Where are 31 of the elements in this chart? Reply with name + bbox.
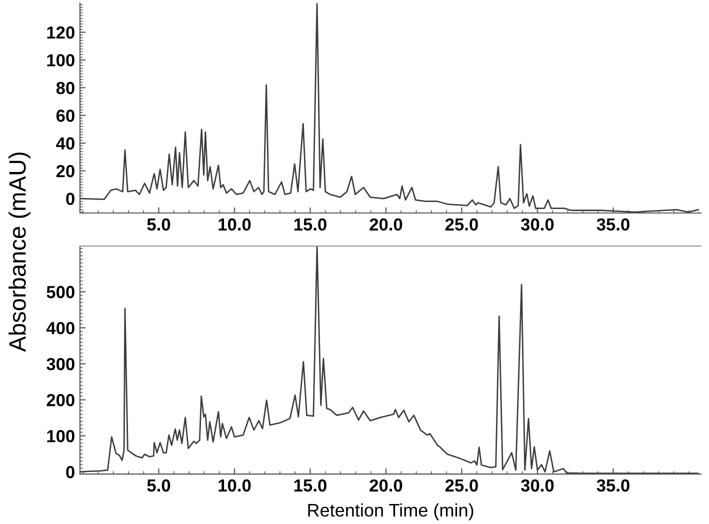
x-tick-label: 35.0 (596, 218, 630, 231)
y-tick-label: 400 (46, 322, 74, 334)
x-tick-label: 20.0 (370, 218, 402, 231)
x-tick-label: 30.0 (520, 479, 554, 492)
x-tick-label: 15.0 (294, 479, 326, 492)
line-series (80, 246, 699, 474)
x-tick-label: 10.0 (218, 479, 251, 492)
y-tick-label: 200 (46, 394, 74, 406)
y-tick-label: 0 (66, 466, 74, 478)
y-tick-label: 100 (47, 54, 74, 66)
y-tick-label: 40 (56, 137, 74, 150)
y-tick-label: 80 (56, 82, 74, 94)
x-tick-label: 10.0 (218, 218, 251, 231)
y-tick-label: 100 (47, 430, 74, 442)
x-tick-label: 25.0 (445, 479, 478, 492)
x-tick-label: 20.0 (370, 479, 402, 492)
x-tick-label: 25.0 (445, 218, 478, 231)
y-tick-label: 60 (56, 110, 74, 122)
x-tick-label: 15.0 (294, 218, 326, 231)
line-series (80, 3, 700, 213)
x-tick-label: 35.0 (596, 479, 630, 492)
y-tick-label: 0 (66, 192, 74, 206)
y-tick-label: 500 (46, 286, 74, 298)
x-tick-label: 5.0 (147, 218, 170, 231)
x-tick-label: 30.0 (520, 218, 554, 231)
y-tick-label: 300 (46, 358, 74, 370)
x-tick-label: 5.0 (147, 479, 170, 492)
y-axis-title: Absorbance (mAU) (8, 152, 31, 352)
y-tick-label: 120 (47, 26, 74, 39)
x-axis-title: Retention Time (min) (308, 503, 474, 520)
y-tick-label: 20 (56, 165, 74, 178)
